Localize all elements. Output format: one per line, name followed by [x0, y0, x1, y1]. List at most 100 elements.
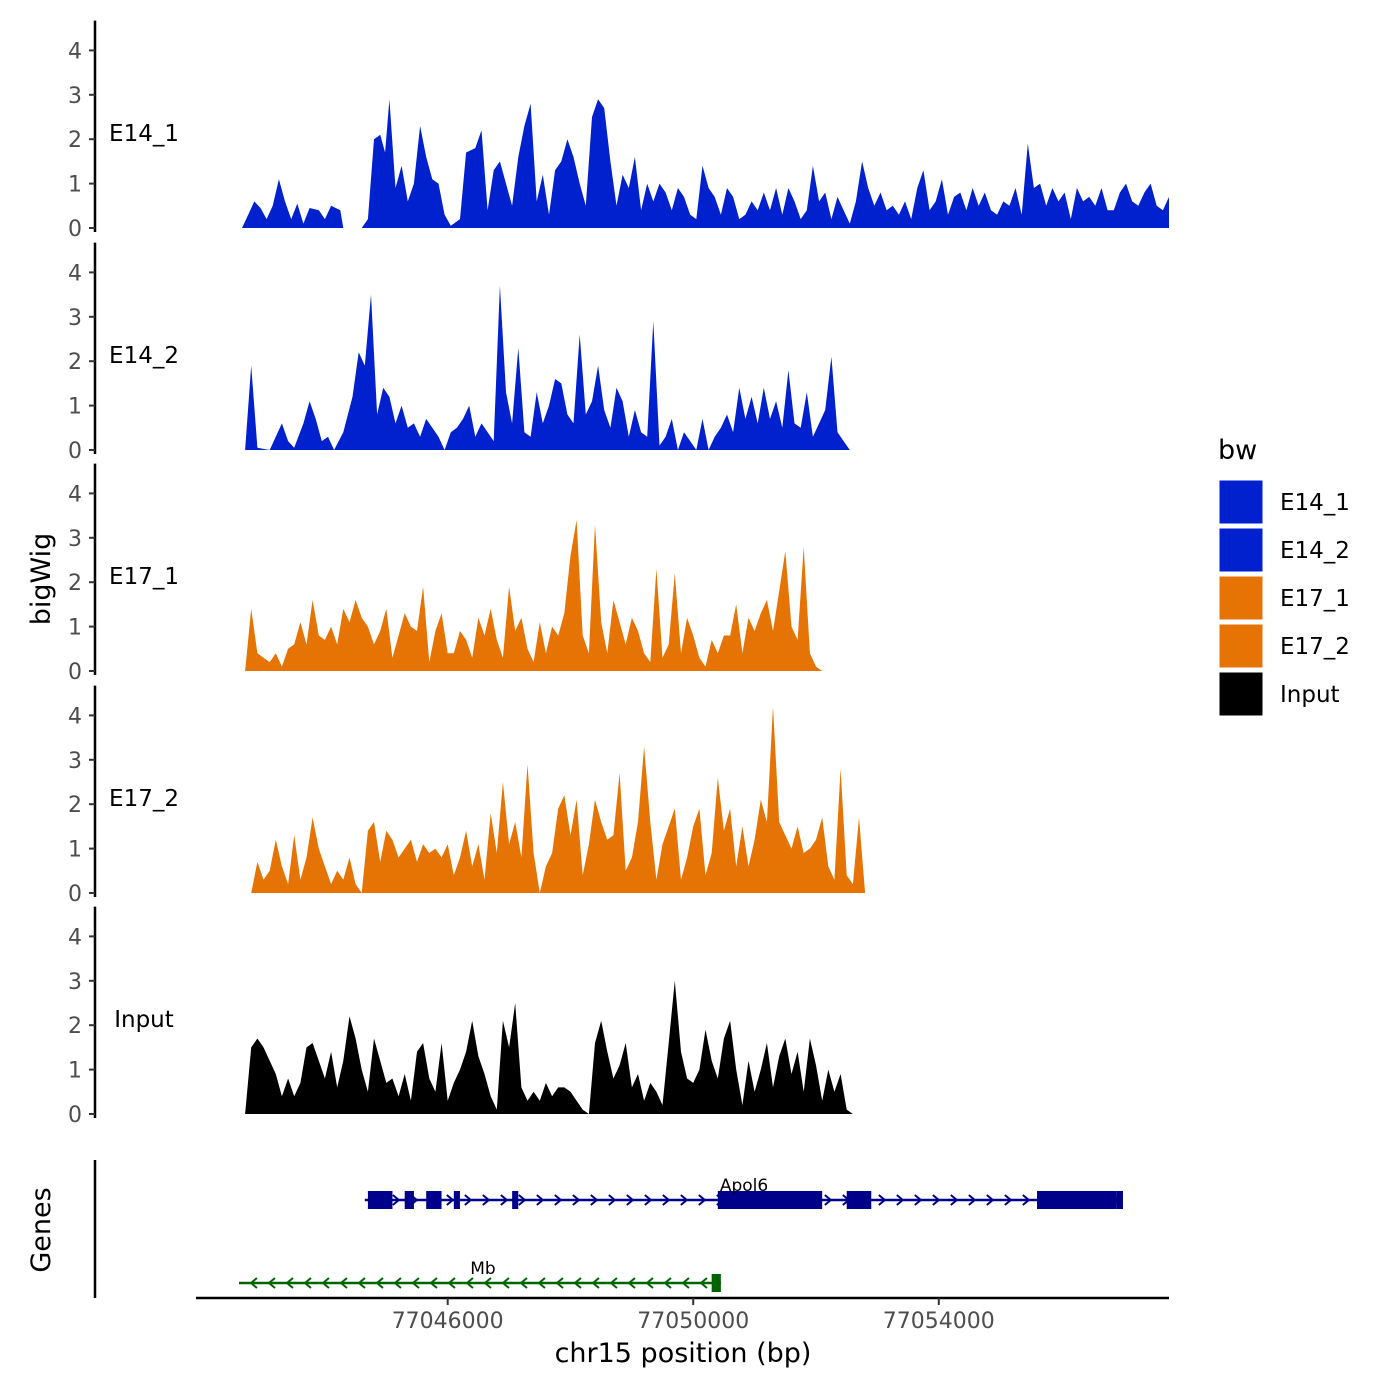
x-axis: 77046000 77050000 77054000 — [196, 1296, 1169, 1334]
strand-arrow — [1004, 1194, 1013, 1206]
strand-arrow — [303, 1277, 312, 1289]
legend: bw E14_1 E14_2 E17_1 E17_2 Input — [1218, 435, 1350, 717]
y-tick-label: 2 — [68, 128, 82, 153]
legend-label: E14_1 — [1280, 490, 1350, 516]
strand-arrow — [609, 1277, 618, 1289]
x-tick-label: 77050000 — [637, 1309, 749, 1334]
strand-arrow — [446, 1194, 455, 1206]
y-tick-label: 3 — [68, 970, 82, 995]
strand-arrow — [501, 1277, 510, 1289]
strand-arrow — [483, 1277, 492, 1289]
strand-arrow — [662, 1194, 671, 1206]
y-tick-label: 4 — [68, 261, 82, 286]
gene-label: Apol6 — [720, 1176, 768, 1196]
gene-label: Mb — [470, 1259, 495, 1279]
legend-swatch — [1218, 623, 1264, 669]
area-e14_1 — [242, 99, 1169, 228]
legend-swatch — [1218, 575, 1264, 621]
legend-swatch — [1218, 479, 1264, 525]
strand-arrow — [537, 1277, 546, 1289]
y-tick-label: 4 — [68, 482, 82, 507]
y-tick-label: 2 — [68, 350, 82, 375]
strand-arrow — [1022, 1194, 1031, 1206]
area-e17_1 — [245, 520, 823, 671]
y-axis-title: bigWig — [26, 533, 57, 626]
exon — [404, 1191, 414, 1209]
area-input — [245, 980, 853, 1114]
exon — [367, 1191, 393, 1209]
track-label: E14_2 — [109, 343, 179, 369]
strand-arrow — [573, 1277, 582, 1289]
strand-arrow — [608, 1194, 617, 1206]
track-e14_1: 0 1 2 3 4 E14_1 — [68, 20, 1169, 242]
strand-arrow — [339, 1277, 348, 1289]
strand-arrow — [591, 1277, 600, 1289]
track-label: E17_2 — [109, 786, 179, 812]
y-tick-label: 1 — [68, 1059, 82, 1084]
y-tick-label: 1 — [68, 616, 82, 641]
strand-arrow — [357, 1277, 366, 1289]
y-tick-label: 2 — [68, 1014, 82, 1039]
y-tick-label: 0 — [68, 660, 82, 685]
y-tick-label: 0 — [68, 882, 82, 907]
y-tick-label: 3 — [68, 84, 82, 109]
genes-axis-title: Genes — [26, 1187, 57, 1272]
y-tick-label: 0 — [68, 1103, 82, 1128]
strand-arrow — [447, 1277, 456, 1289]
legend-swatch — [1218, 671, 1264, 717]
strand-arrow — [429, 1277, 438, 1289]
y-tick-label: 1 — [68, 838, 82, 863]
strand-arrow — [644, 1194, 653, 1206]
track-panels: 0 1 2 3 4 E14_1 0 1 2 3 4 E14_2 0 1 2 3 4 E17_1 0 1 2 3 4 E17_2… — [68, 20, 1169, 1128]
x-tick-label: 77054000 — [883, 1309, 995, 1334]
y-tick-label: 4 — [68, 39, 82, 64]
strand-arrow — [681, 1277, 690, 1289]
strand-arrow — [536, 1194, 545, 1206]
track-label: E14_1 — [109, 121, 179, 147]
track-label: E17_1 — [109, 564, 179, 590]
strand-arrow — [321, 1277, 330, 1289]
exon — [717, 1191, 823, 1209]
strand-arrow — [482, 1194, 491, 1206]
legend-swatch — [1218, 527, 1264, 573]
strand-arrow — [698, 1194, 707, 1206]
strand-arrow — [500, 1194, 509, 1206]
strand-arrow — [699, 1277, 708, 1289]
strand-arrow — [554, 1194, 563, 1206]
genes-panel: Apol6 Mb — [93, 1160, 1123, 1298]
x-axis-title: chr15 position (bp) — [555, 1338, 812, 1369]
strand-arrow — [932, 1194, 941, 1206]
strand-arrow — [626, 1194, 635, 1206]
strand-arrow — [680, 1194, 689, 1206]
strand-arrow — [986, 1194, 995, 1206]
track-label: Input — [114, 1007, 174, 1033]
strand-arrow — [572, 1194, 581, 1206]
exon — [1116, 1191, 1123, 1209]
gene-mb: Mb — [238, 1259, 721, 1292]
y-tick-label: 3 — [68, 306, 82, 331]
y-tick-label: 3 — [68, 527, 82, 552]
strand-arrow — [285, 1277, 294, 1289]
track-input: 0 1 2 3 4 Input — [68, 906, 853, 1128]
y-tick-label: 4 — [68, 704, 82, 729]
exon — [846, 1191, 872, 1209]
exon — [453, 1191, 460, 1209]
legend-label: E17_2 — [1280, 634, 1350, 660]
gene-apol6: Apol6 — [364, 1176, 1123, 1209]
strand-arrow — [824, 1194, 833, 1206]
strand-arrow — [519, 1277, 528, 1289]
y-tick-label: 0 — [68, 439, 82, 464]
strand-arrow — [465, 1277, 474, 1289]
track-e17_2: 0 1 2 3 4 E17_2 — [68, 685, 866, 907]
strand-arrow — [663, 1277, 672, 1289]
strand-arrow — [645, 1277, 654, 1289]
strand-arrow — [627, 1277, 636, 1289]
legend-label: Input — [1280, 682, 1340, 708]
track-e14_2: 0 1 2 3 4 E14_2 — [68, 242, 850, 464]
strand-arrow — [267, 1277, 276, 1289]
strand-arrow — [555, 1277, 564, 1289]
y-tick-label: 1 — [68, 395, 82, 420]
area-e14_2 — [245, 285, 850, 450]
exon — [711, 1274, 721, 1292]
